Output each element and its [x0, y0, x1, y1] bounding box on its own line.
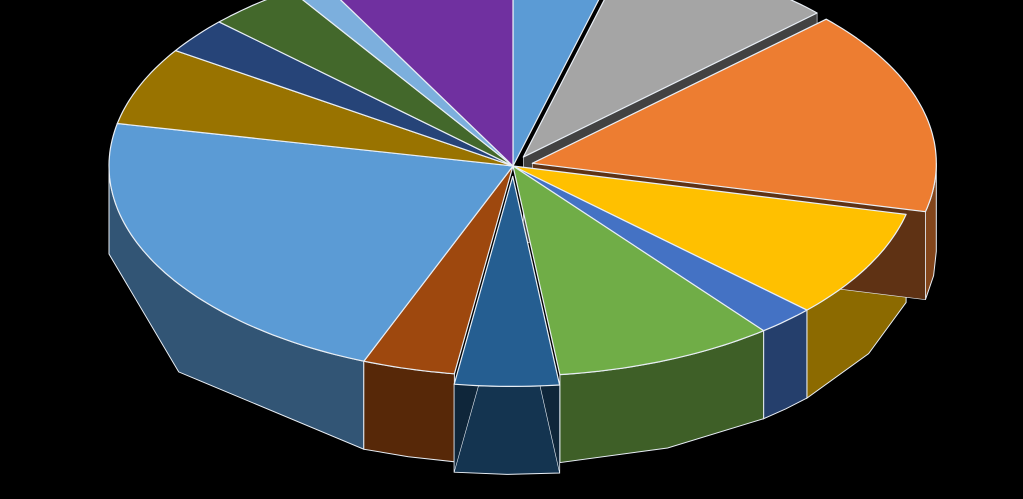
slice-2	[522, 0, 818, 158]
slice-5	[512, 165, 808, 332]
slice-7	[453, 175, 561, 387]
slice-8	[363, 165, 514, 375]
slice-side-8	[363, 360, 455, 463]
pie-tops	[108, 0, 937, 387]
slice-10	[116, 50, 514, 167]
slice-6	[512, 165, 765, 376]
slice-14	[339, 0, 514, 167]
slice-12	[218, 0, 514, 167]
slice-1	[512, 0, 600, 167]
slice-9	[108, 122, 514, 362]
slice-3	[531, 18, 937, 213]
slice-13	[302, 0, 514, 167]
slice-4	[512, 165, 907, 311]
slice-11	[174, 21, 514, 167]
